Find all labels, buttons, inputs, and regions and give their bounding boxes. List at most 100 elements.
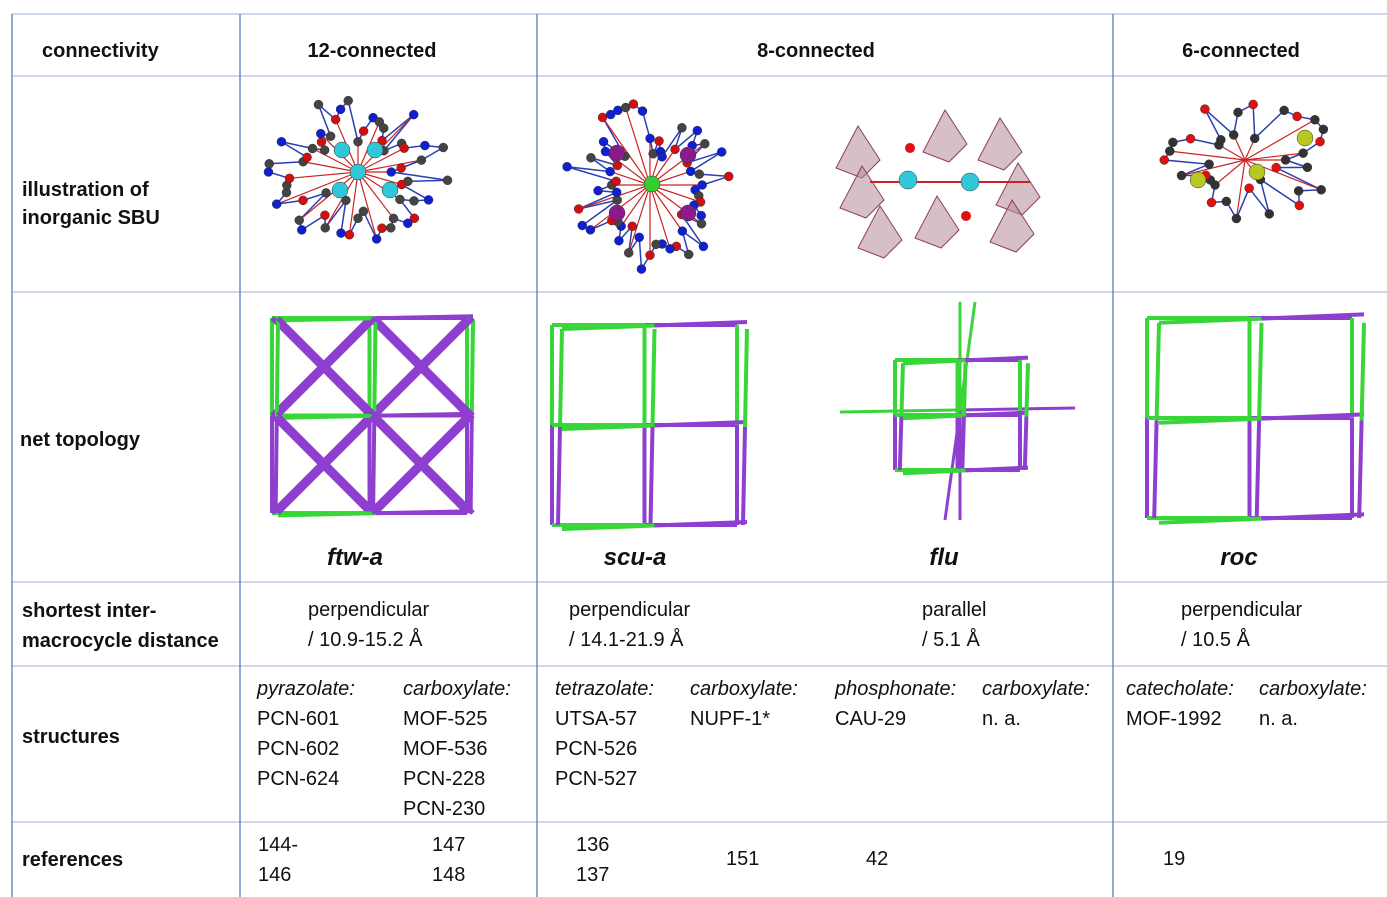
net-edge <box>654 420 748 428</box>
bond <box>1164 159 1210 165</box>
atom <box>325 131 336 141</box>
net-edge <box>556 426 562 526</box>
atom <box>1294 200 1305 211</box>
metal-atom <box>333 141 351 159</box>
bond <box>1214 159 1246 186</box>
net-edge <box>1357 420 1364 519</box>
atom <box>438 142 448 153</box>
atom <box>694 169 705 179</box>
atom <box>353 137 363 147</box>
reference: 144- <box>258 834 299 856</box>
metal-atom <box>1248 163 1266 181</box>
atom <box>620 102 631 113</box>
linker-type: tetrazolate: <box>555 678 654 700</box>
atom <box>1279 105 1289 116</box>
atom <box>627 221 637 231</box>
atom <box>1159 155 1169 165</box>
atom <box>1228 130 1239 140</box>
bond <box>602 117 651 186</box>
net-edge <box>1261 412 1365 421</box>
net-edge <box>899 363 905 417</box>
atom <box>1185 134 1196 144</box>
atom <box>1231 213 1242 224</box>
atom <box>1176 170 1187 181</box>
metal-atom <box>1189 171 1207 189</box>
atom <box>336 228 346 238</box>
atom <box>321 188 331 198</box>
atom <box>263 167 274 177</box>
net-edge <box>965 410 1029 418</box>
header-cell: 8-connected <box>757 40 875 62</box>
linker-type: carboxylate: <box>690 678 798 700</box>
net-edge <box>1154 322 1161 421</box>
net-edge <box>902 358 966 366</box>
reference: 146 <box>258 864 292 886</box>
structure-name: CAU-29 <box>835 708 907 730</box>
net-edge <box>375 411 474 418</box>
atom <box>307 143 318 154</box>
bond <box>281 141 313 150</box>
bond <box>1244 119 1316 161</box>
atom <box>302 152 312 163</box>
atom <box>1216 135 1226 145</box>
net-edge <box>1257 322 1264 421</box>
atom <box>371 234 382 244</box>
bond <box>690 151 723 172</box>
metal-atom <box>349 163 367 181</box>
atom <box>316 128 326 139</box>
atom <box>377 135 387 146</box>
bond <box>649 184 671 249</box>
structure-name: PCN-601 <box>257 708 340 730</box>
net-edge <box>270 413 372 515</box>
header-cell: connectivity <box>42 40 159 62</box>
tetrahedron <box>839 165 885 219</box>
atom <box>597 112 608 123</box>
atom <box>637 106 648 116</box>
atom <box>386 223 396 233</box>
net-edge <box>1152 420 1159 519</box>
atom <box>605 166 615 177</box>
bond <box>281 141 308 159</box>
row-label: shortest inter- <box>22 600 157 622</box>
atom <box>388 213 399 224</box>
net-edge <box>965 355 1029 363</box>
atom <box>611 176 621 187</box>
row-label: references <box>22 849 124 871</box>
net-edge <box>741 426 747 526</box>
bond <box>1169 150 1246 161</box>
atom <box>1318 124 1329 135</box>
net-edge <box>367 413 469 515</box>
atom <box>1250 133 1260 144</box>
atom <box>657 152 667 162</box>
bond <box>620 184 651 227</box>
bond <box>1181 163 1210 177</box>
distance-value: / 10.9-15.2 Å <box>308 629 423 651</box>
atom <box>586 153 596 163</box>
bond <box>1235 187 1250 219</box>
net-edge <box>654 520 748 528</box>
atom <box>1293 186 1304 196</box>
header-cell: 6-connected <box>1182 40 1300 62</box>
atom <box>1248 99 1258 110</box>
tetrahedron <box>835 125 881 179</box>
atom <box>294 215 304 225</box>
structure-name: PCN-526 <box>555 738 638 760</box>
net-edge <box>902 413 966 421</box>
atom <box>271 199 282 209</box>
atom <box>645 133 655 144</box>
net-edge <box>654 320 748 328</box>
atom <box>605 109 616 120</box>
atom <box>670 144 680 155</box>
tetrahedron <box>977 117 1023 171</box>
bond <box>649 143 706 186</box>
metal-atom <box>679 204 697 222</box>
bond <box>641 110 651 139</box>
structure-name: PCN-230 <box>403 798 486 820</box>
structure-name: PCN-527 <box>555 768 638 790</box>
tetrahedron <box>914 195 960 249</box>
atom <box>1264 209 1275 219</box>
atom <box>396 179 407 190</box>
atom <box>297 225 307 235</box>
